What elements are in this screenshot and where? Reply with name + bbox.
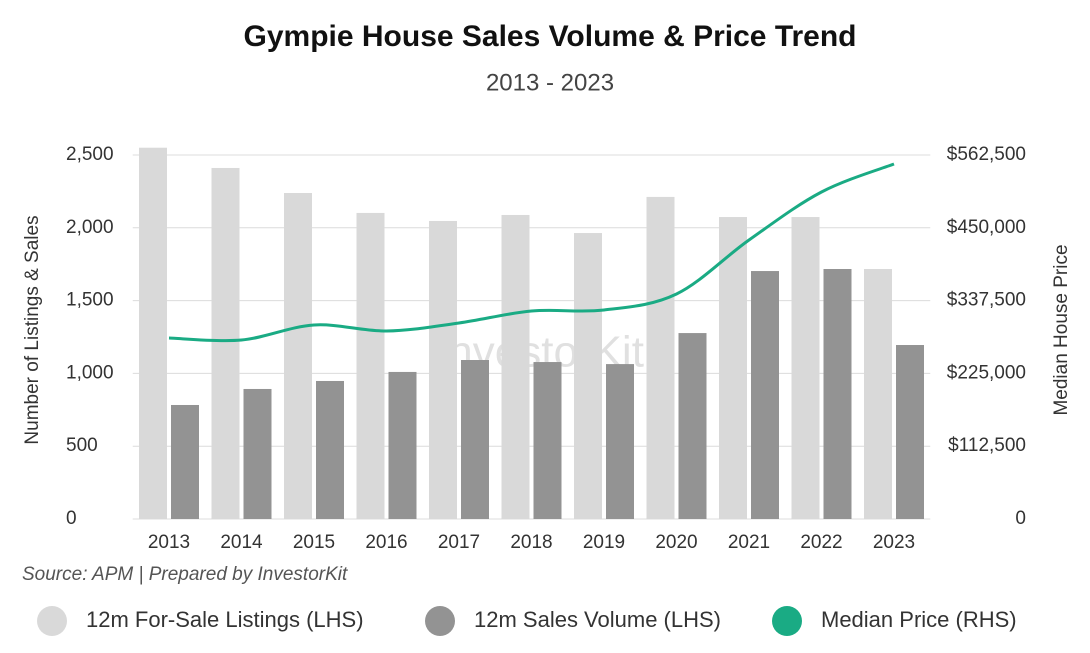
- bar: [646, 196, 675, 519]
- bar: [461, 360, 489, 519]
- y2-tick-label: $337,500: [947, 290, 1026, 311]
- y-tick-label: 1,500: [66, 290, 114, 311]
- x-tick-label: 2017: [438, 532, 480, 553]
- x-tick-label: 2019: [583, 532, 625, 553]
- y2-tick-label: $562,500: [947, 144, 1026, 165]
- y2-tick-label: $112,500: [948, 435, 1026, 456]
- x-tick-label: 2014: [220, 532, 263, 553]
- legend-label: 12m For-Sale Listings (LHS): [86, 607, 364, 632]
- source-note: Source: APM | Prepared by InvestorKit: [22, 564, 348, 585]
- bar: [823, 269, 852, 519]
- bar: [211, 167, 240, 519]
- legend-label: Median Price (RHS): [821, 607, 1017, 632]
- y-tick-label: 2,500: [66, 144, 114, 165]
- bar: [388, 371, 417, 519]
- price-line: [168, 162, 895, 343]
- y-tick-label: 500: [66, 435, 98, 456]
- x-tick-label: 2023: [873, 532, 915, 553]
- y2-tick-label: 0: [1015, 508, 1026, 529]
- x-tick-label: 2016: [365, 532, 407, 553]
- bar: [574, 233, 602, 519]
- bar: [533, 362, 562, 519]
- legend-label: 12m Sales Volume (LHS): [474, 607, 721, 632]
- y-tick-label: 2,000: [66, 217, 114, 238]
- y2-tick-label: $225,000: [947, 362, 1026, 383]
- y-tick-label: 1,000: [66, 362, 114, 383]
- x-tick-label: 2018: [510, 532, 552, 553]
- bar: [429, 220, 457, 520]
- bar: [896, 345, 924, 519]
- bar: [719, 217, 747, 519]
- bar: [678, 333, 707, 519]
- x-tick-label: 2015: [293, 532, 335, 553]
- bar: [864, 269, 892, 519]
- x-tick-label: 2020: [655, 532, 697, 553]
- bar: [356, 212, 385, 520]
- bar: [316, 380, 344, 519]
- x-tick-label: 2013: [148, 532, 190, 553]
- x-tick-label: 2021: [728, 532, 770, 553]
- bar: [284, 193, 312, 520]
- chart-title: Gympie House Sales Volume & Price Trend: [244, 20, 857, 53]
- bar: [791, 217, 820, 519]
- y2-tick-label: $450,000: [947, 217, 1026, 238]
- legend-swatch: [37, 606, 67, 636]
- bar: [243, 388, 272, 519]
- bar: [751, 271, 779, 519]
- chart-subtitle: 2013 - 2023: [486, 69, 614, 96]
- bar: [606, 364, 634, 519]
- y-tick-label: 0: [66, 508, 77, 529]
- bar: [139, 147, 167, 519]
- legend-swatch: [425, 606, 455, 636]
- y2-axis-title: Median House Price: [1051, 244, 1072, 415]
- y-axis-title: Number of Listings & Sales: [22, 215, 43, 444]
- x-tick-label: 2022: [800, 532, 842, 553]
- bar: [501, 214, 530, 520]
- bar: [171, 404, 199, 519]
- legend-swatch: [772, 606, 802, 636]
